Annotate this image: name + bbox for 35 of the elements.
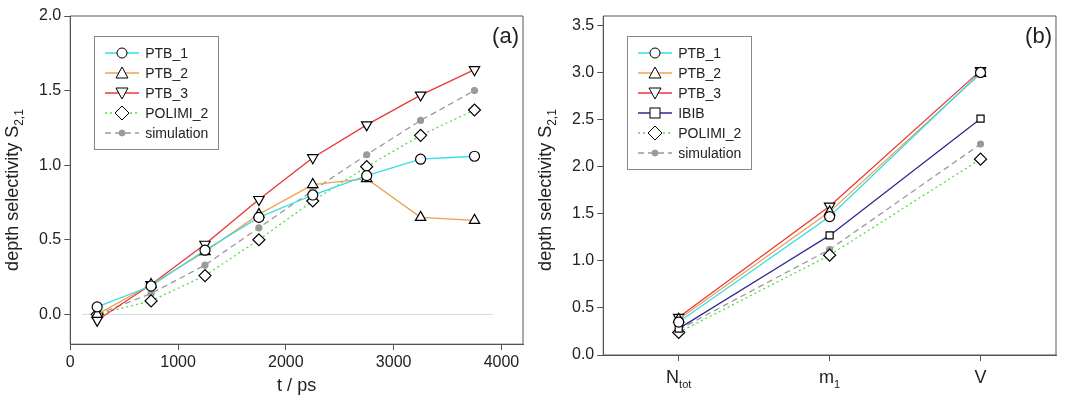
y-tick-label: 1.5 bbox=[571, 204, 595, 222]
x-tick-label: m$_{1}$ bbox=[819, 367, 841, 390]
y-tick-label: 3.0 bbox=[571, 62, 595, 80]
y-tick-label: 0.0 bbox=[38, 304, 62, 322]
x-tick-label: V bbox=[974, 367, 987, 388]
x-tick-label: 2000 bbox=[268, 353, 304, 371]
legend-label: PTB_1 bbox=[145, 45, 189, 61]
legend-label: PTB_2 bbox=[678, 65, 722, 81]
legend-label: PTB_3 bbox=[678, 85, 722, 101]
x-tick-label: 1000 bbox=[160, 353, 196, 371]
y-tick-label: 2.0 bbox=[38, 6, 62, 24]
legend-label: PTB_1 bbox=[678, 45, 722, 61]
y-tick-label: 0.5 bbox=[571, 298, 595, 316]
legend-label: PTB_3 bbox=[145, 85, 189, 101]
y-tick-label: 2.5 bbox=[571, 109, 595, 127]
x-tick-label: N$_{tot}$ bbox=[666, 367, 692, 390]
y-tick-label: 2.0 bbox=[571, 157, 595, 175]
annotation: (a) bbox=[492, 23, 519, 49]
legend-label: simulation bbox=[678, 145, 742, 161]
y-tick-label: 3.5 bbox=[571, 15, 595, 33]
y-tick-label: 1.5 bbox=[38, 81, 62, 98]
legend-label: POLIMI_2 bbox=[678, 125, 742, 141]
legend-label: simulation bbox=[145, 125, 209, 141]
y-tick-label: 1.0 bbox=[38, 155, 62, 173]
x-axis-title: t / ps bbox=[277, 375, 317, 396]
y-tick-label: 0.0 bbox=[571, 345, 595, 363]
legend-label: IBIB bbox=[678, 105, 705, 121]
legend-label: PTB_2 bbox=[145, 65, 189, 81]
y-tick-label: 1.0 bbox=[571, 251, 595, 269]
x-tick-label: 4000 bbox=[483, 353, 520, 371]
y-tick-label: 0.5 bbox=[38, 230, 62, 248]
x-tick-label: 3000 bbox=[375, 353, 412, 371]
x-tick-label: 0 bbox=[65, 353, 75, 371]
legend-label: POLIMI_2 bbox=[145, 105, 209, 121]
annotation: (b) bbox=[1025, 23, 1052, 49]
